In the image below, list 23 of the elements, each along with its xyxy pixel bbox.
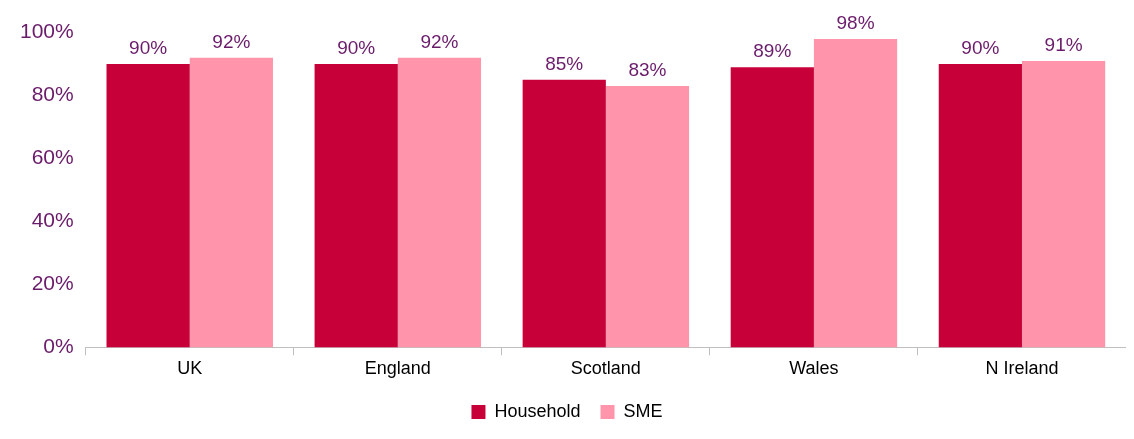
x-tick-label: England <box>364 358 431 379</box>
x-tick-label: Scotland <box>570 358 641 379</box>
y-tick-label: 80% <box>31 82 74 106</box>
legend-label: Household <box>494 400 581 421</box>
x-tick-label: Wales <box>789 358 839 379</box>
legend-label: SME <box>623 400 663 421</box>
data-label: 90% <box>337 36 376 58</box>
data-label: 90% <box>129 36 168 58</box>
y-tick-label: 0% <box>43 334 74 358</box>
y-tick-label: 40% <box>31 208 74 232</box>
data-label: 91% <box>1044 33 1083 55</box>
data-label: 89% <box>753 39 792 61</box>
data-label: 92% <box>420 30 459 52</box>
data-label: 90% <box>961 36 1000 58</box>
data-label: 98% <box>836 11 875 33</box>
data-label: 85% <box>545 52 584 74</box>
data-label: 92% <box>212 30 251 52</box>
y-tick-label: 60% <box>31 145 74 169</box>
y-tick-label: 100% <box>19 19 74 43</box>
x-tick-label: N Ireland <box>985 358 1059 379</box>
y-tick-label: 20% <box>31 271 74 295</box>
x-tick-label: UK <box>177 358 203 379</box>
data-label: 83% <box>628 58 667 80</box>
